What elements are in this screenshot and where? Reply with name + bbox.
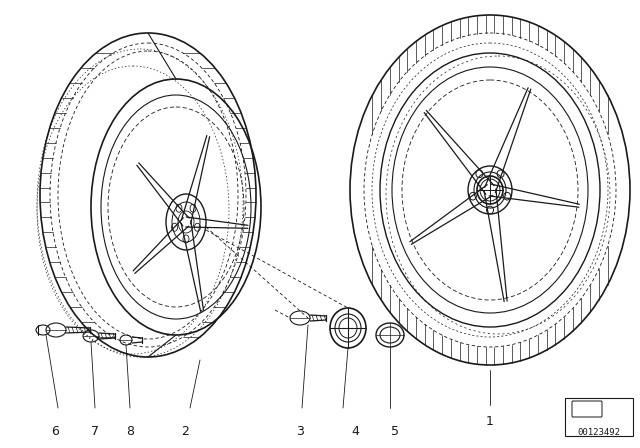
Text: 7: 7 xyxy=(91,425,99,438)
Text: 6: 6 xyxy=(51,425,59,438)
Bar xyxy=(565,398,633,436)
Text: 8: 8 xyxy=(126,425,134,438)
Text: 5: 5 xyxy=(391,425,399,438)
Text: 00123492: 00123492 xyxy=(577,428,621,437)
Text: 2: 2 xyxy=(181,425,189,438)
Text: 4: 4 xyxy=(351,425,359,438)
Text: 1: 1 xyxy=(486,415,494,428)
Text: 3: 3 xyxy=(296,425,304,438)
